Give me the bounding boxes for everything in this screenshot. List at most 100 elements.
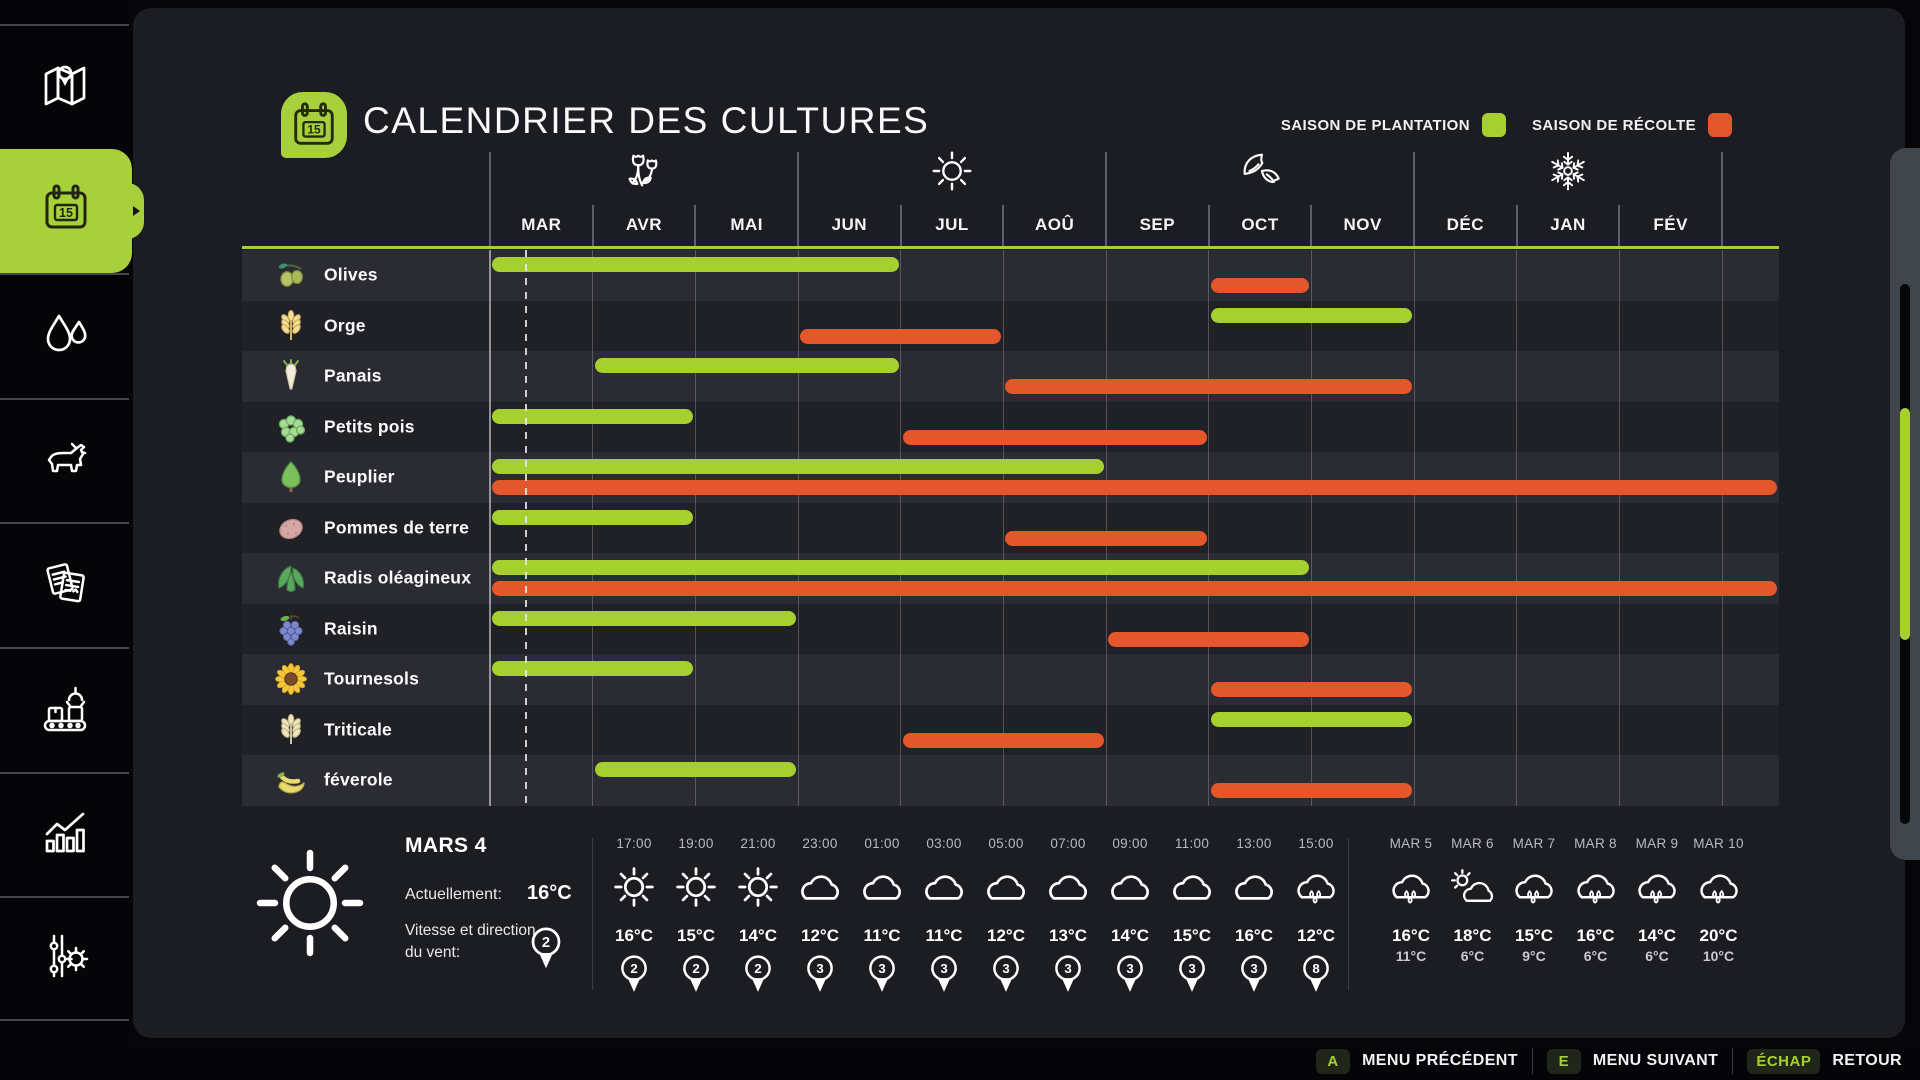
sidebar-active-arrow-icon <box>133 205 140 216</box>
triticale-icon <box>274 713 308 747</box>
sun-icon <box>664 860 728 914</box>
daily-date: MAR 10 <box>1693 836 1744 851</box>
sun-icon <box>726 860 790 914</box>
crop-name: Tournesols <box>324 668 420 689</box>
footer-control-3[interactable]: ÉCHAP RETOUR <box>1747 1048 1902 1074</box>
summer-sun-icon <box>928 147 976 195</box>
rain-icon <box>1502 860 1566 914</box>
sunflower-icon <box>274 662 308 696</box>
chart-gridline <box>797 250 799 806</box>
hourly-time: 15:00 <box>1298 836 1334 851</box>
water-drops-icon <box>38 307 92 366</box>
hourly-temp: 12°C <box>1297 926 1335 945</box>
poplar-icon <box>274 460 308 494</box>
footer-control-1[interactable]: A MENU PRÉCÉDENT <box>1316 1048 1518 1074</box>
month-tick <box>899 205 902 246</box>
month-tick <box>489 152 491 246</box>
svg-text:3: 3 <box>1126 961 1133 976</box>
barley-icon <box>274 309 308 343</box>
sidebar-item-animals[interactable] <box>0 397 129 523</box>
sidebar-item-precision-farming[interactable] <box>0 273 129 398</box>
daily-forecast-item: MAR 8 16°C 6°C <box>1564 836 1628 964</box>
footer-control-2[interactable]: E MENU SUIVANT <box>1546 1048 1718 1074</box>
current-date-label: MARS 4 <box>405 834 487 857</box>
calendar-icon: 15 <box>40 182 92 239</box>
crop-row-11: féverole <box>242 755 1779 806</box>
hourly-wind-pin-icon: 8 <box>1284 954 1348 998</box>
radish-icon <box>274 561 308 595</box>
rain-icon <box>1284 860 1348 914</box>
partly-sunny-icon <box>1441 860 1505 914</box>
svg-text:3: 3 <box>878 961 885 976</box>
hourly-temp: 15°C <box>677 926 715 945</box>
sidebar-item-settings[interactable] <box>0 896 129 1021</box>
footer-separator <box>1732 1048 1734 1074</box>
month-label-MAI: MAI <box>730 215 763 234</box>
daily-high-temp: 16°C <box>1392 926 1430 945</box>
daily-forecast-item: MAR 9 14°C 6°C <box>1625 836 1689 964</box>
legend-label-recolte: SAISON DE RÉCOLTE <box>1531 116 1696 134</box>
hourly-temp: 16°C <box>615 926 653 945</box>
current-date-line <box>525 250 527 806</box>
scrollbar-thumb[interactable] <box>1900 408 1910 640</box>
hourly-temp: 14°C <box>1111 926 1149 945</box>
autumn-leaves-icon <box>1236 147 1284 195</box>
month-tick <box>591 205 594 246</box>
svg-text:3: 3 <box>1188 961 1195 976</box>
spring-flower-icon <box>620 147 668 195</box>
month-label-DÉC: DÉC <box>1446 215 1485 234</box>
hourly-wind-pin-icon: 3 <box>1036 954 1100 998</box>
scrollbar-track[interactable] <box>1890 148 1920 860</box>
svg-text:3: 3 <box>816 961 823 976</box>
hourly-wind-pin-icon: 3 <box>850 954 914 998</box>
key-badge: ÉCHAP <box>1747 1048 1821 1074</box>
sidebar-item-calendar[interactable]: 15 <box>0 148 144 274</box>
svg-text:2: 2 <box>754 961 761 976</box>
svg-text:8: 8 <box>1312 961 1319 976</box>
hourly-time: 05:00 <box>988 836 1024 851</box>
legend-swatch-plantation-icon <box>1481 113 1506 137</box>
recolte-bar-tournesols <box>1210 682 1413 697</box>
hourly-wind-pin-icon: 2 <box>664 954 728 998</box>
month-label-AVR: AVR <box>625 215 663 234</box>
daily-low-temp: 6°C <box>1645 948 1669 964</box>
chart-gridline <box>1618 250 1620 806</box>
sidebar-item-contracts[interactable] <box>0 522 129 647</box>
wind-direction-pin-icon: 2 <box>527 926 565 970</box>
daily-date: MAR 7 <box>1512 836 1556 851</box>
cloud-icon <box>850 860 914 914</box>
recolte-bar-orge <box>800 328 1002 344</box>
crop-name: Panais <box>324 365 382 386</box>
svg-text:2: 2 <box>630 961 637 976</box>
legend-swatch-recolte-icon <box>1708 113 1732 137</box>
hourly-forecast-item: 01:00 11°C 3 <box>850 836 914 998</box>
daily-low-temp: 10°C <box>1702 948 1735 964</box>
rain-icon <box>1625 860 1689 914</box>
sidebar-item-map[interactable] <box>0 24 129 149</box>
hourly-temp: 12°C <box>987 926 1025 945</box>
daily-date: MAR 9 <box>1635 836 1679 851</box>
key-badge: E <box>1546 1048 1581 1074</box>
svg-text:3: 3 <box>940 961 947 976</box>
daily-forecast-item: MAR 7 15°C 9°C <box>1502 836 1566 964</box>
month-tick <box>694 205 697 246</box>
crop-row-2: Orge <box>242 300 1779 351</box>
recolte-bar-radis-ol-agineux <box>492 581 1777 596</box>
cow-icon <box>38 432 92 491</box>
plantation-bar-raisin <box>492 610 796 626</box>
chart-gridline <box>900 250 902 806</box>
month-tick <box>1105 152 1108 246</box>
current-weather-sun-icon <box>250 843 372 965</box>
sidebar-item-production[interactable] <box>0 647 129 772</box>
key-badge: A <box>1316 1048 1351 1074</box>
hourly-temp: 14°C <box>739 926 777 945</box>
daily-high-temp: 14°C <box>1638 926 1676 945</box>
plantation-bar-peuplier <box>492 459 1105 474</box>
sidebar-item-statistics[interactable] <box>0 771 129 897</box>
map-icon <box>38 58 92 117</box>
crop-name: Petits pois <box>324 416 415 437</box>
sidebar: 15 <box>0 0 144 1080</box>
hourly-wind-pin-icon: 2 <box>602 954 666 998</box>
chart-gridline <box>1721 250 1723 806</box>
month-label-JUN: JUN <box>831 215 868 234</box>
